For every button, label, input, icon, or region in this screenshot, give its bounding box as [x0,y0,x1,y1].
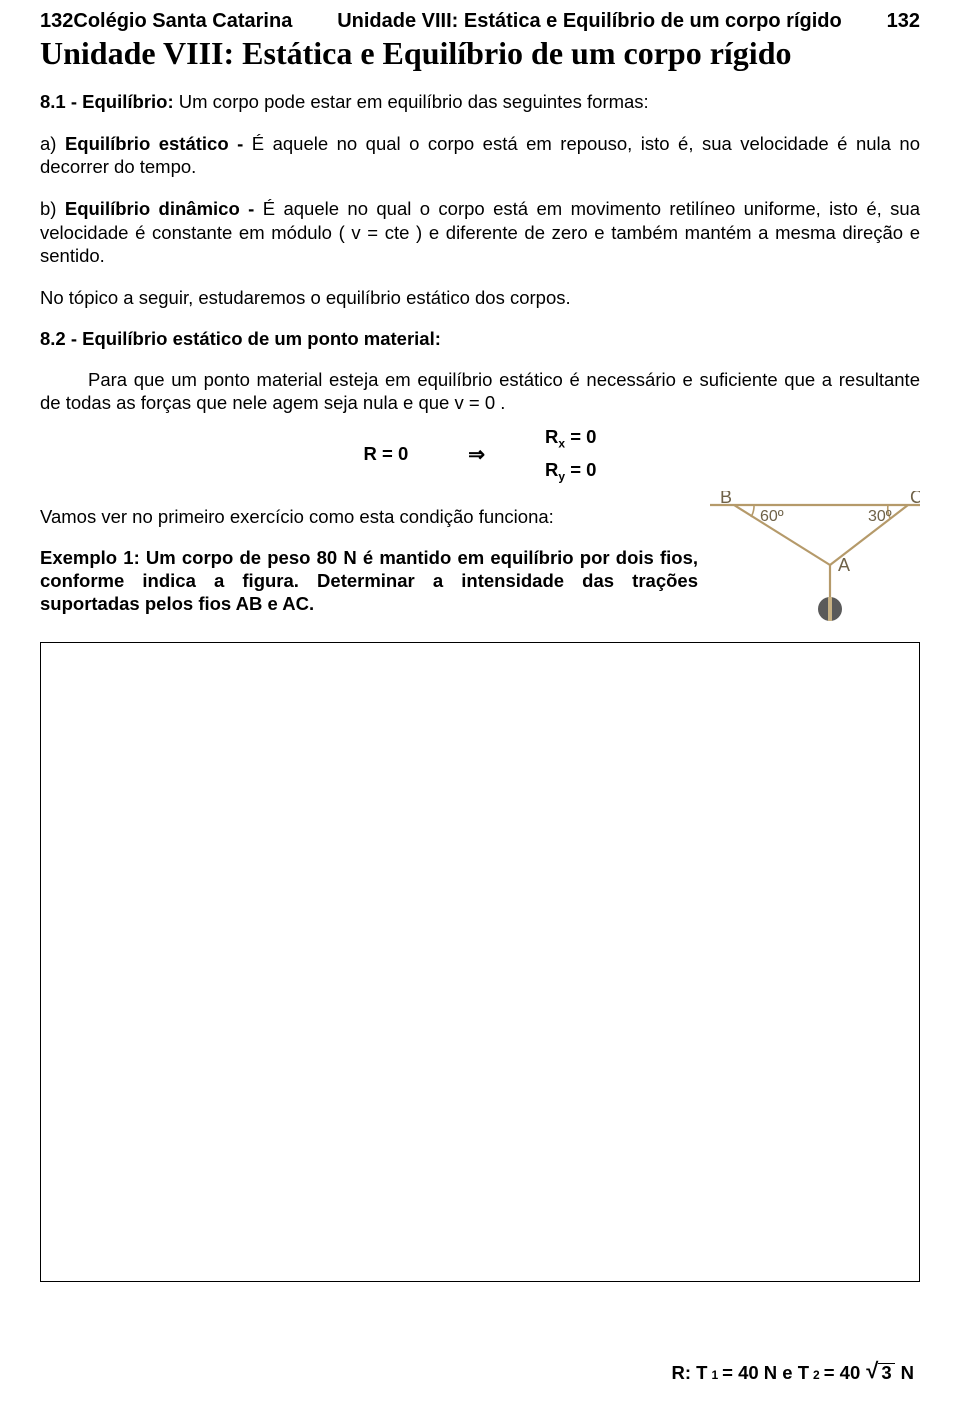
equation-rx: Rx = 0 [545,421,596,454]
section-8-1-label: 8.1 - Equilíbrio: [40,91,174,112]
label-c: C [910,491,920,507]
item-a-prefix: a) [40,133,65,154]
equilibrium-equation: R = 0 ⇒ Rx = 0 Ry = 0 [40,421,920,487]
wires-diagram-icon: B 60º 30º C A [710,491,920,631]
example-1-figure: B 60º 30º C A [710,491,920,636]
item-a: a) Equilíbrio estático - É aquele no qua… [40,132,920,179]
work-area-box [40,642,920,1282]
equation-lhs: R = 0 [364,443,409,465]
section-8-1-lead: 8.1 - Equilíbrio: Um corpo pode estar em… [40,90,920,114]
item-b-term: Equilíbrio dinâmico - [65,198,263,219]
example-1-text: Exemplo 1: Um corpo de peso 80 N é manti… [40,547,698,636]
page-title: Unidade VIII: Estática e Equilíbrio de u… [40,35,920,72]
answer-line: R: T1 = 40 N e T2 = 40 √3 N [671,1362,914,1384]
page-header: 132Colégio Santa Catarina Unidade VIII: … [40,10,920,33]
equation-rhs: Rx = 0 Ry = 0 [545,421,596,487]
label-60: 60º [760,508,784,525]
section-8-2-paragraph: Para que um ponto material esteja em equ… [40,368,920,415]
label-30: 30º [868,508,892,525]
page-number-left: 132Colégio Santa Catarina [40,10,292,33]
page: 132Colégio Santa Catarina Unidade VIII: … [0,0,960,1410]
equation-ry: Ry = 0 [545,454,596,487]
item-a-term: Equilíbrio estático - [65,133,252,154]
example-1-row: Exemplo 1: Um corpo de peso 80 N é manti… [40,547,920,636]
item-b-prefix: b) [40,198,65,219]
followup-paragraph: No tópico a seguir, estudaremos o equilí… [40,286,920,310]
header-unit-title: Unidade VIII: Estática e Equilíbrio de u… [292,10,886,33]
section-8-2-head: 8.2 - Equilíbrio estático de um ponto ma… [40,328,920,350]
sqrt-icon: √3 [866,1363,894,1382]
section-8-1-text: Um corpo pode estar em equilíbrio das se… [174,91,649,112]
school-name: Colégio Santa Catarina [73,10,292,32]
page-number-right: 132 [887,10,920,33]
arrow-icon: ⇒ [468,442,485,467]
label-a: A [838,555,850,575]
item-b: b) Equilíbrio dinâmico - É aquele no qua… [40,197,920,268]
label-b: B [720,491,732,507]
